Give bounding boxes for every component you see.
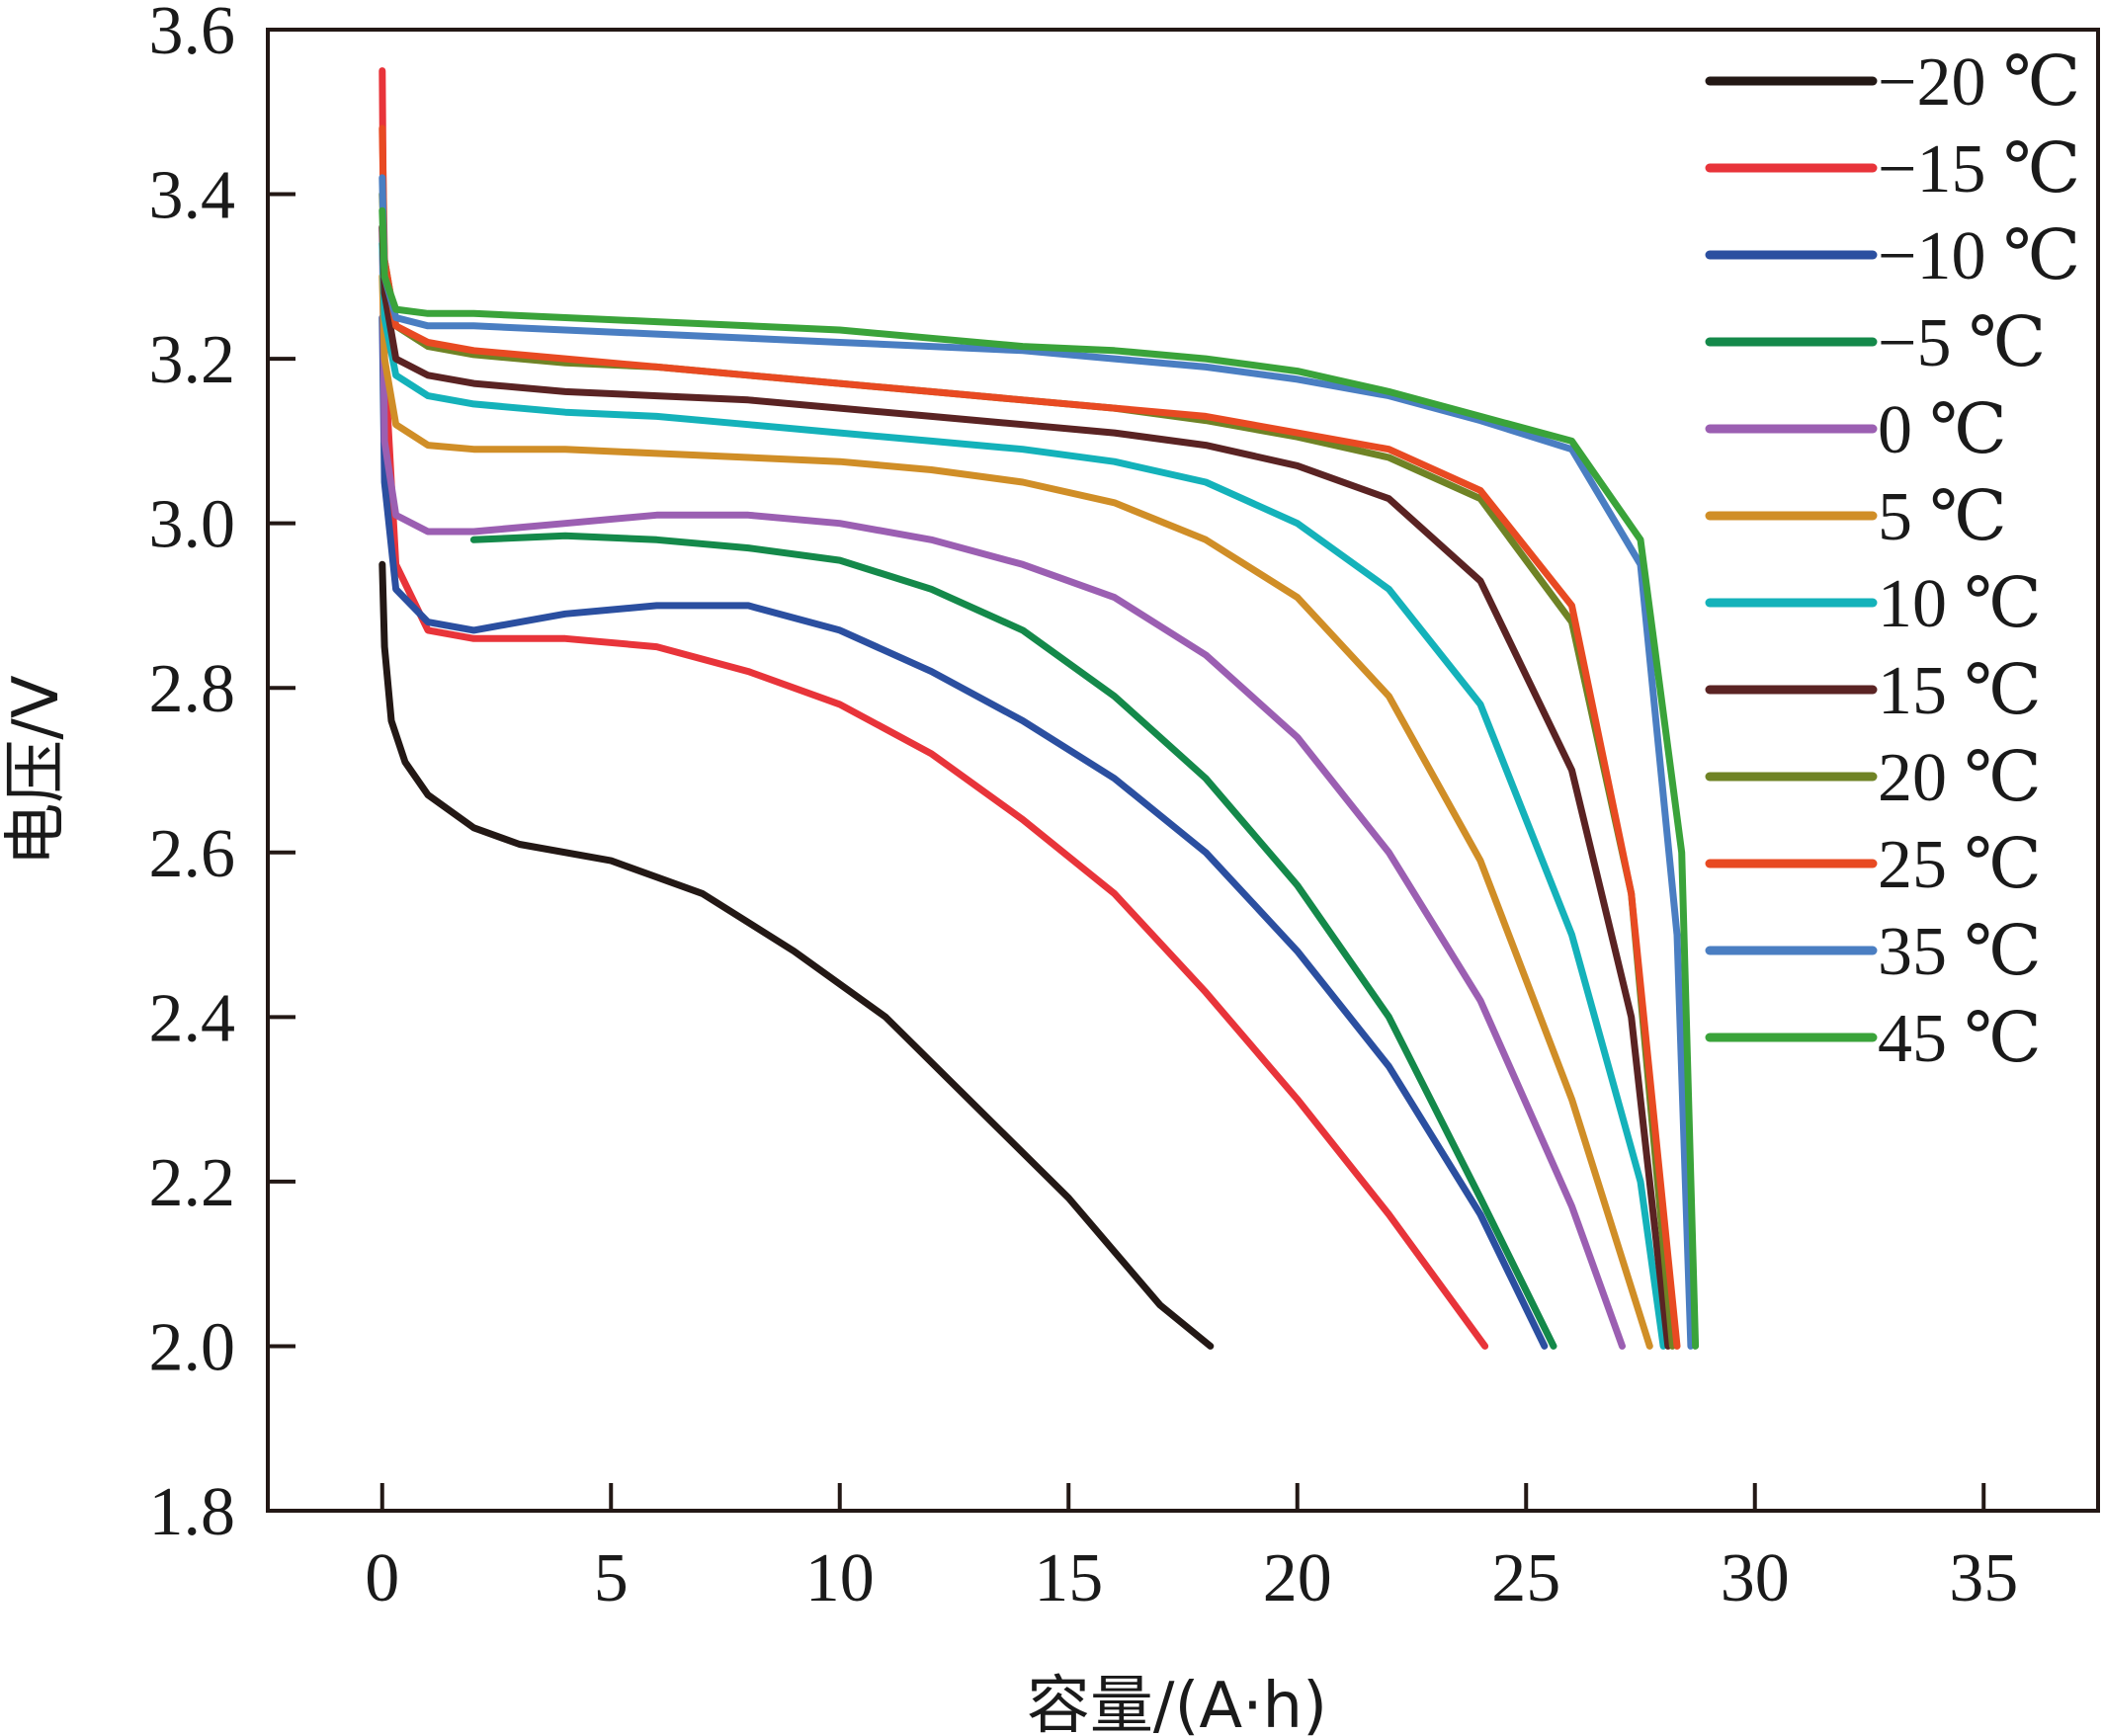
legend-item: 15 ℃ xyxy=(1705,653,2042,729)
legend-item: −5 ℃ xyxy=(1705,305,2046,381)
y-tick-label: 2.6 xyxy=(149,816,236,892)
plot-area-frame xyxy=(266,28,2100,1513)
y-tick-label: 2.2 xyxy=(149,1145,236,1221)
series-line-7 xyxy=(379,223,1672,1350)
legend-item: 10 ℃ xyxy=(1705,566,2042,642)
x-tick-label: 0 xyxy=(365,1540,399,1616)
legend-item: 25 ℃ xyxy=(1705,827,2042,903)
series-line-9 xyxy=(379,124,1681,1350)
legend-label: 20 ℃ xyxy=(1878,740,2042,816)
series-line-6 xyxy=(379,240,1667,1350)
legend-item: 5 ℃ xyxy=(1705,479,2007,555)
legend-label: 5 ℃ xyxy=(1878,479,2007,555)
x-tick-label: 20 xyxy=(1263,1540,1332,1616)
x-tick-label: 10 xyxy=(805,1540,875,1616)
legend-label: 35 ℃ xyxy=(1878,914,2042,990)
series-line-1 xyxy=(379,67,1489,1350)
y-tick-label: 2.4 xyxy=(149,980,236,1056)
legend-item: −20 ℃ xyxy=(1705,44,2080,121)
x-tick-label: 5 xyxy=(594,1540,629,1616)
legend-label: 0 ℃ xyxy=(1878,392,2007,468)
legend-label: 15 ℃ xyxy=(1878,653,2042,729)
series-line-3 xyxy=(469,532,1557,1350)
legend-item: −15 ℃ xyxy=(1705,131,2080,207)
y-tick-label: 3.0 xyxy=(149,487,236,563)
y-tick-label: 3.4 xyxy=(149,158,236,234)
legend-item: 0 ℃ xyxy=(1705,392,2007,468)
series-line-4 xyxy=(379,223,1626,1350)
x-tick-label: 35 xyxy=(1949,1540,2018,1616)
y-tick-label: 2.8 xyxy=(149,651,236,727)
series-lines xyxy=(379,67,1700,1350)
series-line-11 xyxy=(379,207,1700,1350)
legend-item: 45 ℃ xyxy=(1705,1001,2042,1077)
x-tick-label: 30 xyxy=(1721,1540,1790,1616)
y-tick-label: 2.0 xyxy=(149,1309,236,1385)
x-tick-label: 25 xyxy=(1491,1540,1560,1616)
legend-label: −10 ℃ xyxy=(1878,218,2080,294)
legend: −20 ℃ −15 ℃ −10 ℃ −5 ℃ 0 ℃ 5 ℃ 10 ℃ 15 ℃ 20 ℃ 25 … xyxy=(1705,44,2080,1077)
x-axis-title: 容量/(A·h) xyxy=(1027,1670,1327,1736)
legend-label: 45 ℃ xyxy=(1878,1001,2042,1077)
y-axis-title: 电压/V xyxy=(0,675,73,867)
legend-item: −10 ℃ xyxy=(1705,218,2080,294)
y-tick-label: 3.6 xyxy=(149,0,236,69)
legend-label: −15 ℃ xyxy=(1878,131,2080,207)
y-tick-label: 3.2 xyxy=(149,322,236,398)
axis-ticks: 0 5 10 15 20 25 30 35 1.8 2.0 2.2 2.4 2.6 2.8 3.0 3.2 3.… xyxy=(149,0,2019,1616)
legend-label: −5 ℃ xyxy=(1878,305,2046,381)
series-line-10 xyxy=(379,174,1695,1350)
legend-item: 20 ℃ xyxy=(1705,740,2042,816)
y-tick-label: 1.8 xyxy=(149,1474,236,1550)
series-line-0 xyxy=(379,560,1215,1350)
legend-label: 10 ℃ xyxy=(1878,566,2042,642)
legend-label: −20 ℃ xyxy=(1878,44,2080,121)
x-tick-label: 15 xyxy=(1034,1540,1103,1616)
series-line-2 xyxy=(379,314,1549,1350)
legend-label: 25 ℃ xyxy=(1878,827,2042,903)
legend-item: 35 ℃ xyxy=(1705,914,2042,990)
series-line-5 xyxy=(379,273,1653,1350)
